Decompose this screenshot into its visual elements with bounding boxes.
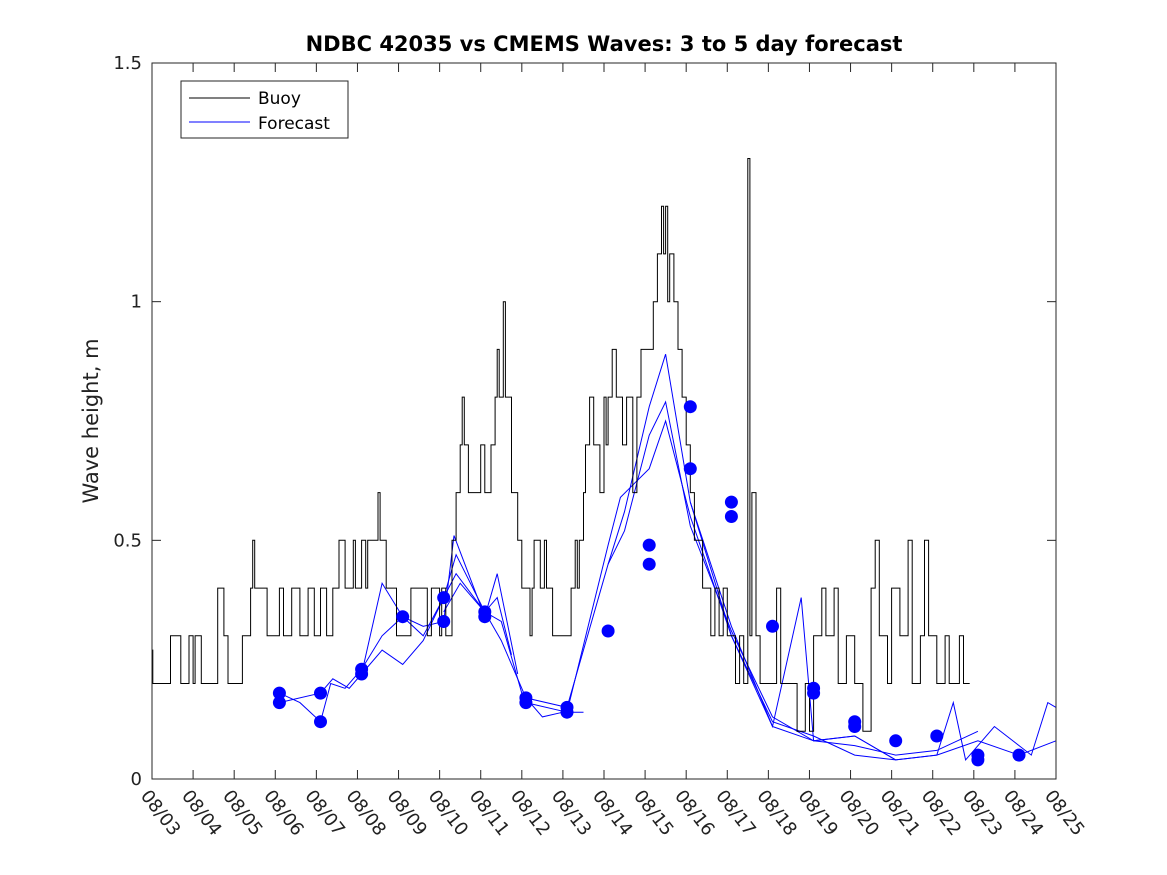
forecast-marker-11 — [478, 610, 492, 624]
x-tick-label: 08/04 — [177, 786, 225, 840]
forecast-marker-21 — [724, 495, 738, 509]
forecast-marker-27 — [848, 720, 862, 733]
x-tick-label: 08/08 — [342, 786, 390, 840]
x-tick-label: 08/22 — [917, 786, 965, 840]
forecast-marker-2 — [272, 696, 286, 710]
forecast-marker-1 — [272, 686, 286, 700]
forecast-marker-19 — [683, 400, 697, 414]
forecast-marker-23 — [766, 619, 779, 633]
forecast-marker-15 — [560, 705, 574, 719]
buoy-series-line — [152, 158, 970, 732]
x-tick-label: 08/14 — [588, 786, 636, 840]
x-tick-label: 08/20 — [835, 786, 883, 840]
forecast-marker-20 — [683, 462, 697, 476]
x-tick-label: 08/19 — [794, 786, 842, 840]
x-tick-label: 08/05 — [218, 786, 266, 840]
forecast-marker-7 — [396, 610, 410, 624]
forecast-marker-22 — [724, 510, 738, 523]
x-tick-label: 08/10 — [424, 786, 472, 840]
plot-area — [152, 158, 1057, 767]
x-tick-label: 08/24 — [999, 786, 1047, 840]
forecast-marker-17 — [642, 538, 656, 552]
forecast-run-line-7 — [689, 501, 1057, 761]
x-tick-label: 08/13 — [547, 786, 595, 840]
y-tick-label: 1 — [131, 292, 142, 313]
x-tick-label: 08/16 — [670, 786, 718, 840]
x-tick-label: 08/25 — [1040, 786, 1088, 840]
y-tick-label: 1.5 — [113, 53, 142, 74]
forecast-marker-29 — [930, 729, 944, 743]
forecast-marker-16 — [601, 624, 615, 638]
x-tick-label: 08/12 — [506, 786, 554, 840]
y-tick-label: 0 — [131, 769, 142, 790]
x-tick-label: 08/18 — [752, 786, 800, 840]
y-tick-label: 0.5 — [113, 530, 142, 551]
x-tick-label: 08/07 — [300, 786, 348, 840]
forecast-marker-32 — [1012, 748, 1026, 762]
forecast-marker-25 — [807, 686, 821, 700]
y-axis-label: Wave height, m — [79, 338, 103, 503]
x-tick-label: 08/06 — [259, 786, 307, 840]
x-axis: 08/0308/0408/0508/0608/0708/0808/0908/10… — [136, 63, 1089, 840]
x-tick-label: 08/11 — [465, 786, 513, 840]
forecast-marker-6 — [355, 667, 369, 681]
forecast-run-line-6 — [607, 400, 979, 756]
x-tick-label: 08/09 — [383, 786, 431, 840]
forecast-marker-28 — [889, 734, 903, 748]
x-tick-label: 08/17 — [711, 786, 759, 840]
x-tick-label: 08/03 — [136, 786, 184, 840]
legend-label-buoy: Buoy — [258, 89, 301, 109]
forecast-run-line-8 — [772, 726, 1057, 761]
legend: Buoy Forecast — [180, 80, 349, 139]
forecast-run-line-3 — [361, 572, 584, 718]
x-tick-label: 08/15 — [629, 786, 677, 840]
forecast-marker-13 — [519, 696, 533, 710]
chart-title: NDBC 42035 vs CMEMS Waves: 3 to 5 day fo… — [306, 32, 903, 56]
x-tick-label: 08/21 — [876, 786, 924, 840]
forecast-marker-9 — [437, 615, 451, 628]
forecast-run-line-1 — [279, 553, 512, 723]
y-axis: 0 0.5 1 1.5 — [113, 53, 1056, 790]
forecast-marker-31 — [971, 753, 985, 767]
x-tick-label: 08/23 — [958, 786, 1006, 840]
forecast-run-line-5 — [525, 419, 896, 761]
forecast-marker-4 — [314, 715, 327, 729]
forecast-marker-3 — [314, 686, 327, 700]
forecast-marker-18 — [642, 557, 656, 571]
legend-box — [180, 80, 349, 139]
legend-label-forecast: Forecast — [258, 114, 330, 134]
forecast-marker-8 — [437, 591, 451, 605]
